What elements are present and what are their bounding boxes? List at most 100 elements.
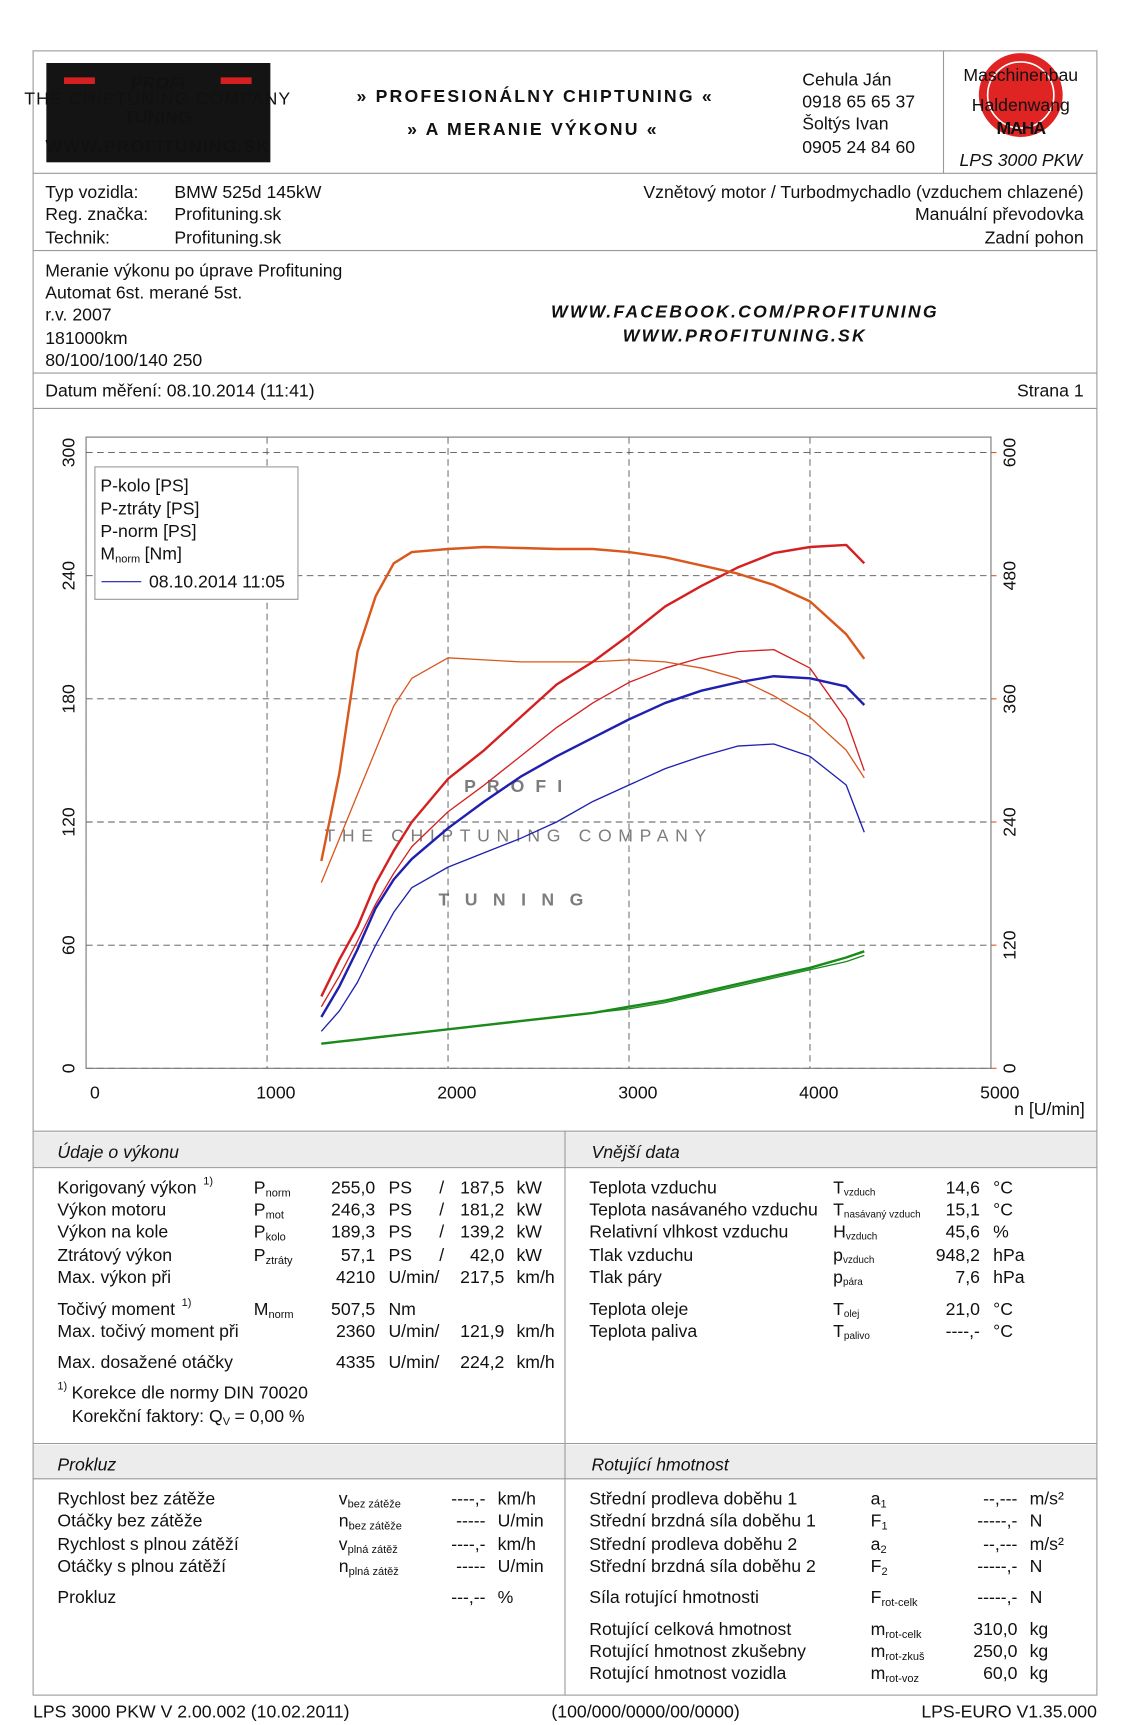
text-part: pára — [843, 1277, 863, 1288]
logo-stripe — [220, 77, 252, 84]
text-part: p — [833, 1245, 843, 1265]
unit: U/min — [498, 1511, 544, 1531]
symbol: Pnorm — [254, 1177, 291, 1199]
link: WWW.PROFITUNING.SK — [623, 326, 867, 346]
y2-tick-label: 600 — [1000, 438, 1020, 468]
footer-text: LPS 3000 PKW V 2.00.002 (10.02.2011) — [33, 1702, 349, 1722]
y-tick-label: 0 — [58, 1063, 78, 1073]
unit: kg — [1030, 1619, 1049, 1639]
text-part: P-norm [PS] — [100, 521, 196, 541]
row-label: Prokluz — [57, 1587, 116, 1607]
row-label: Teplota vzduchu — [589, 1177, 716, 1197]
row-label: Rychlost bez zátěže — [57, 1489, 215, 1509]
value: 948,2 — [936, 1245, 980, 1265]
maha-brand: MAHA — [997, 118, 1047, 138]
value: 224,2 — [460, 1352, 504, 1372]
value: ----,- — [946, 1321, 980, 1341]
text-part: a — [871, 1534, 881, 1554]
logo-stripe — [64, 77, 95, 84]
legend-entry: 08.10.2014 11:05 — [149, 572, 285, 592]
unit: °C — [993, 1200, 1013, 1220]
text-part: P — [254, 1245, 266, 1265]
unit: PS — [388, 1177, 412, 1197]
series-line — [321, 950, 865, 1045]
unit: km/h — [516, 1352, 554, 1372]
row-label: Korigovaný výkon 1) — [57, 1175, 213, 1197]
row-label: Tlak vzduchu — [589, 1245, 693, 1265]
value: 139,2 — [460, 1222, 504, 1242]
row-label: Točivý moment 1) — [57, 1297, 191, 1319]
unit: % — [993, 1222, 1009, 1242]
x-tick-label: 3000 — [618, 1083, 657, 1103]
text-part: v — [339, 1489, 348, 1509]
legend-entry: Mnorm [Nm] — [100, 544, 181, 566]
maha-arc: Haldenwang — [972, 95, 1070, 115]
value: 217,5 — [460, 1267, 504, 1287]
value: ---,-- — [451, 1587, 485, 1607]
unit: N — [1030, 1511, 1043, 1531]
symbol: Frot-celk — [871, 1587, 918, 1609]
x-tick-label: 0 — [90, 1083, 100, 1103]
row-label: Max. točivý moment při — [57, 1321, 238, 1341]
text-part: rot-celk — [881, 1597, 918, 1609]
text-part: m — [871, 1619, 886, 1639]
y2-tick-label: 240 — [1000, 807, 1020, 837]
text-part: 1) — [182, 1297, 192, 1309]
unit: U/min — [498, 1556, 544, 1576]
text-part: Max. výkon při — [57, 1267, 171, 1287]
text-part: ztráty — [266, 1255, 293, 1267]
unit: PS — [388, 1200, 412, 1220]
text-part: Točivý moment — [57, 1299, 175, 1319]
value: ----- — [456, 1511, 485, 1531]
row-label: Tlak páry — [589, 1267, 662, 1287]
row-label: Střední prodleva doběhu 1 — [589, 1489, 797, 1509]
row-label: Otáčky bez zátěže — [57, 1511, 202, 1531]
unit: km/h — [516, 1267, 554, 1287]
text-part: p — [833, 1267, 843, 1287]
text-part: Korekční faktory: Q — [72, 1406, 223, 1426]
logo-text: TUNING — [124, 107, 192, 127]
row-label: Rotující hmotnost zkušebny — [589, 1641, 806, 1661]
row-label: Střední brzdná síla doběhu 2 — [589, 1556, 816, 1576]
text-part: F — [871, 1556, 882, 1576]
y-tick-label: 300 — [58, 438, 78, 468]
row-label: Teplota nasávaného vzduchu — [589, 1200, 818, 1220]
x-axis-label: n [U/min] — [1014, 1099, 1085, 1119]
value: 4335 — [336, 1352, 375, 1372]
maha-seal-ring — [986, 61, 1055, 129]
value: ----- — [456, 1556, 485, 1576]
value: 255,0 — [331, 1177, 375, 1197]
unit: m/s² — [1030, 1489, 1064, 1509]
unit: U/min/ — [388, 1352, 439, 1372]
symbol: mrot-celk — [871, 1619, 922, 1641]
row-label: Teplota oleje — [589, 1299, 688, 1319]
text-part: rot-celk — [885, 1629, 922, 1641]
symbol: Mnorm — [254, 1299, 294, 1321]
value: --,--- — [983, 1489, 1017, 1509]
text-part: Max. točivý moment při — [57, 1321, 238, 1341]
value: 21,0 — [946, 1299, 981, 1319]
text-part: a — [871, 1489, 881, 1509]
unit: kg — [1030, 1663, 1049, 1683]
value: 507,5 — [331, 1299, 375, 1319]
note-line: 181000km — [45, 328, 127, 348]
value: -----,- — [977, 1511, 1017, 1531]
page-number: Strana 1 — [1017, 381, 1084, 401]
series-line — [320, 675, 866, 1018]
x-tick-label: 1000 — [256, 1083, 295, 1103]
unit: % — [498, 1587, 514, 1607]
text-part: norm — [266, 1187, 291, 1199]
value: 45,6 — [946, 1222, 981, 1242]
measurement-date: Datum měření: 08.10.2014 (11:41) — [45, 381, 314, 401]
maha-arc: Maschinenbau — [963, 65, 1078, 85]
y-tick-label: 120 — [58, 807, 78, 837]
contact: Cehula Ján — [802, 70, 891, 90]
row-label: Výkon motoru — [57, 1200, 166, 1220]
value: 42,0 — [470, 1245, 505, 1265]
row-label: Rychlost s plnou zátěží — [57, 1534, 238, 1554]
symbol: F2 — [871, 1556, 888, 1578]
value: 246,3 — [331, 1200, 375, 1220]
unit: hPa — [993, 1267, 1025, 1287]
value: 2360 — [336, 1321, 375, 1341]
